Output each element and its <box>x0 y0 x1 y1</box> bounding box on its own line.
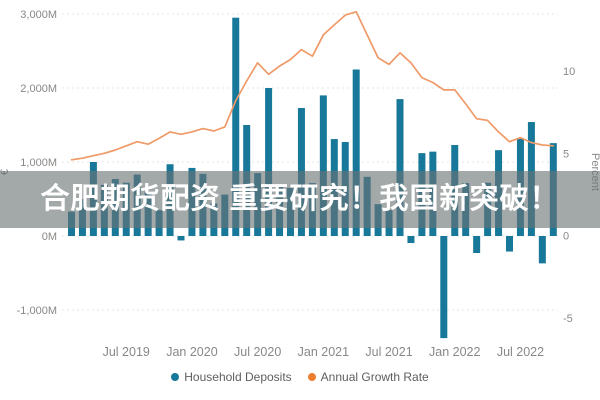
legend-label-annual-growth-rate: Annual Growth Rate <box>320 370 429 384</box>
x-axis-tick-label: Jul 2020 <box>234 345 281 359</box>
overlay-banner: 合肥期货配资 重要研究！我国新突破！ <box>0 171 600 228</box>
household-deposits-dot-icon <box>171 373 180 381</box>
growth-rate-line <box>70 10 555 161</box>
left-axis-tick-label: 2,000M <box>20 83 57 95</box>
left-axis-tick-label: -1,000M <box>17 305 57 317</box>
deposit-bar <box>407 236 415 244</box>
x-axis-tick-label: Jul 2021 <box>365 345 412 359</box>
legend-label-household-deposits: Household Deposits <box>184 370 292 384</box>
deposit-bar <box>319 95 327 237</box>
x-axis-tick-label: Jul 2022 <box>497 345 544 359</box>
legend-item-household-deposits[interactable]: Household Deposits <box>171 370 292 384</box>
chart-legend: Household Deposits Annual Growth Rate <box>0 367 600 387</box>
deposit-bar <box>538 236 546 264</box>
left-axis-tick-label: 3,000M <box>20 9 57 21</box>
deposit-bar <box>440 236 448 339</box>
deposit-bar <box>265 88 273 236</box>
legend-item-annual-growth-rate[interactable]: Annual Growth Rate <box>307 370 429 384</box>
left-axis-tick-label: 1,000M <box>20 157 57 169</box>
deposit-bar <box>232 17 240 237</box>
x-axis-tick-label: Jul 2019 <box>103 345 150 359</box>
right-axis-tick-label: 5 <box>563 148 569 160</box>
deposit-bar <box>396 99 404 236</box>
right-axis-tick-label: 10 <box>563 66 575 78</box>
right-axis-tick-label: -5 <box>563 313 573 325</box>
x-axis-tick-label: Jan 2022 <box>429 345 480 359</box>
x-axis-tick-label: Jan 2021 <box>298 345 349 359</box>
x-axis-tick-label: Jan 2020 <box>166 345 217 359</box>
annual-growth-rate-dot-icon <box>307 373 316 381</box>
deposit-bar <box>352 69 360 236</box>
deposit-bar <box>473 236 481 254</box>
right-axis-tick-label: 0 <box>563 231 569 243</box>
left-axis-tick-label: 0M <box>42 231 57 243</box>
overlay-text: 合肥期货配资 重要研究！我国新突破！ <box>40 183 560 215</box>
deposit-bar <box>177 236 185 241</box>
deposit-bar <box>506 236 513 252</box>
